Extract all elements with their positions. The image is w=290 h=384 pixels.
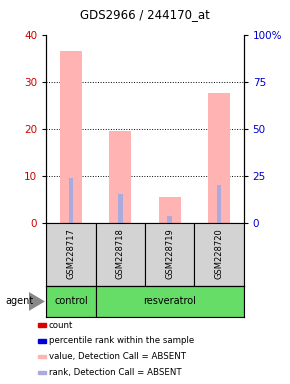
Bar	[60, 51, 82, 223]
Bar	[109, 131, 131, 223]
Bar	[46, 223, 96, 286]
Bar	[96, 223, 145, 286]
Bar	[208, 93, 230, 223]
Bar	[69, 178, 73, 223]
Polygon shape	[29, 292, 45, 311]
Bar	[38, 371, 46, 374]
Bar	[145, 223, 194, 286]
Bar	[194, 223, 244, 286]
Bar	[38, 355, 46, 359]
Text: value, Detection Call = ABSENT: value, Detection Call = ABSENT	[48, 352, 186, 361]
Text: GSM228720: GSM228720	[214, 228, 224, 278]
Bar	[159, 197, 181, 223]
Text: GSM228719: GSM228719	[165, 228, 174, 278]
Bar	[167, 216, 172, 223]
Bar	[217, 185, 221, 223]
Bar	[118, 195, 123, 223]
Text: GDS2966 / 244170_at: GDS2966 / 244170_at	[80, 8, 210, 21]
Bar	[96, 286, 244, 317]
Text: GSM228718: GSM228718	[116, 228, 125, 278]
Text: agent: agent	[6, 296, 34, 306]
Text: count: count	[48, 321, 73, 329]
Bar	[38, 323, 46, 327]
Bar	[38, 339, 46, 343]
Text: GSM228717: GSM228717	[66, 228, 76, 278]
Text: rank, Detection Call = ABSENT: rank, Detection Call = ABSENT	[48, 368, 181, 377]
Text: control: control	[54, 296, 88, 306]
Bar	[46, 286, 96, 317]
Text: percentile rank within the sample: percentile rank within the sample	[48, 336, 194, 345]
Text: resveratrol: resveratrol	[143, 296, 196, 306]
